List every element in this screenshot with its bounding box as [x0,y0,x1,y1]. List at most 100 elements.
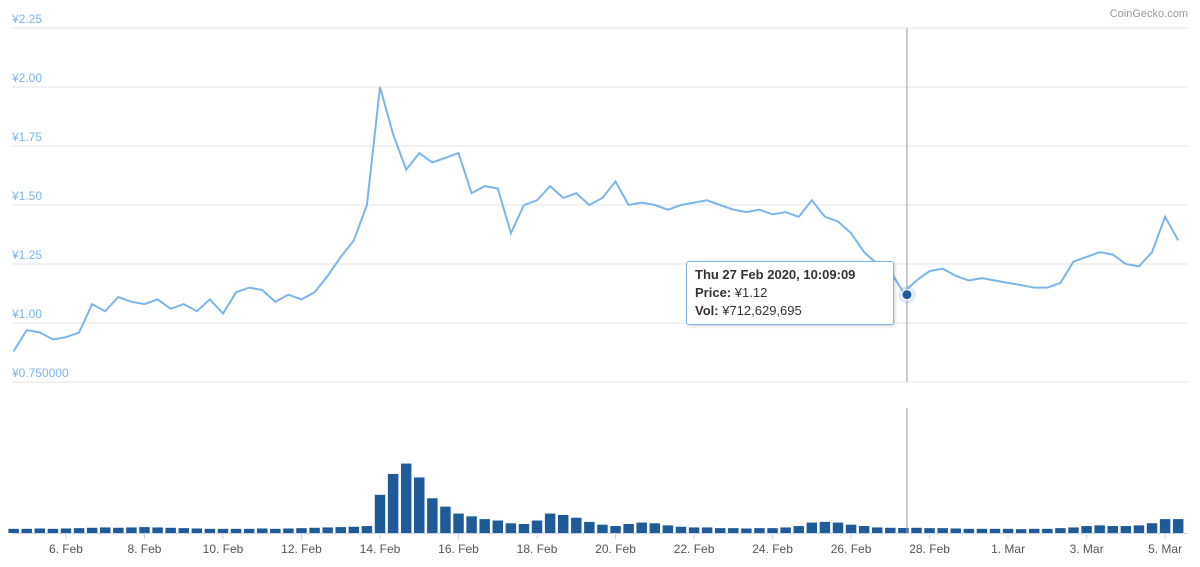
volume-bar [60,528,72,533]
tooltip-point [901,289,913,301]
volume-bar [531,520,543,533]
x-tick-label: 10. Feb [203,542,244,556]
volume-bar [1055,528,1066,533]
volume-bar [1002,528,1014,533]
volume-bar [714,528,726,533]
volume-bar [1146,523,1158,533]
volume-bar [492,520,504,533]
volume-bar [989,528,1001,533]
volume-bar [165,527,176,533]
volume-bar [688,527,700,533]
vol-value: ¥712,629,695 [722,303,802,318]
volume-bar [139,527,150,533]
x-tick-label: 14. Feb [360,542,401,556]
volume-bar [47,528,59,533]
y-tick-label: ¥2.25 [11,12,42,26]
volume-bar [1107,526,1118,533]
price-line [12,86,1180,352]
y-tick-label: ¥1.25 [11,248,42,262]
volume-bar [348,526,360,533]
volume-bar [963,528,975,533]
x-tick-label: 1. Mar [991,542,1025,556]
volume-bar [885,527,896,533]
volume-bar [230,528,242,533]
x-tick-label: 12. Feb [281,542,322,556]
volume-bar [924,528,935,533]
volume-bar [872,527,883,533]
tooltip: Thu 27 Feb 2020, 10:09:09 Price: ¥1.12 V… [686,261,894,325]
volume-bar [1120,526,1132,533]
x-tick-label: 24. Feb [752,542,793,556]
volume-bar [217,528,229,533]
volume-bar [597,524,608,533]
volume-bar [126,527,137,533]
volume-bar [741,528,752,533]
volume-bar [976,528,988,533]
volume-bar [649,523,661,533]
volume-bar [361,526,373,533]
volume-bar [1133,525,1145,533]
volume-bar [662,525,674,533]
y-tick-label: ¥1.75 [11,130,42,144]
volume-bar [309,527,320,533]
y-tick-label: ¥1.00 [11,307,42,321]
volume-bar [1094,525,1105,533]
volume-bar [21,528,32,533]
y-tick-label: ¥1.50 [11,189,42,203]
x-tick-label: 16. Feb [438,542,479,556]
volume-bar [518,523,530,533]
volume-bar [832,522,844,533]
volume-bar [283,528,294,533]
volume-bar [728,528,739,533]
volume-bar [8,528,19,533]
volume-bar [636,522,647,533]
vol-title: Vol: [695,303,719,318]
x-tick-label: 26. Feb [831,542,872,556]
volume-bar [1015,529,1027,533]
volume-bar [73,528,85,533]
tooltip-date: Thu 27 Feb 2020, 10:09:09 [695,267,856,282]
x-tick-label: 6. Feb [49,542,83,556]
volume-bar [911,527,922,533]
volume-bar [34,528,46,533]
volume-bar [898,528,909,533]
volume-bar [1172,519,1184,533]
volume-bar [571,517,582,533]
tooltip-price: Price: ¥1.12 [695,284,885,302]
tooltip-vol: Vol: ¥712,629,695 [695,302,885,320]
price-title: Price: [695,285,732,300]
volume-bar [1068,527,1079,533]
volume-bar [767,528,778,533]
volume-bar [1081,526,1092,533]
volume-bar [178,528,189,533]
y-tick-label: ¥0.750000 [11,366,69,380]
volume-bar [1029,528,1040,533]
x-tick-label: 28. Feb [909,542,950,556]
volume-bar [858,526,870,533]
volume-bar [243,528,255,533]
volume-bar [113,527,124,533]
volume-bar [427,498,438,533]
volume-bar [466,516,477,533]
volume-bar [374,494,386,533]
volume-bar [623,523,634,533]
x-tick-label: 5. Mar [1148,542,1182,556]
volume-bar [610,526,621,533]
x-tick-label: 8. Feb [127,542,161,556]
volume-bar [440,506,451,533]
volume-bar [335,527,346,533]
x-tick-label: 22. Feb [674,542,715,556]
volume-bar [453,513,464,533]
price-value: ¥1.12 [734,285,768,300]
volume-bar [780,527,791,533]
y-tick-label: ¥2.00 [11,71,42,85]
x-tick-label: 3. Mar [1070,542,1104,556]
volume-bar [414,477,425,533]
volume-bar [505,523,517,533]
volume-bar [322,527,333,533]
volume-bar [1159,519,1171,533]
volume-bar [86,527,98,533]
volume-bar [270,528,281,533]
volume-bar [1042,528,1053,533]
